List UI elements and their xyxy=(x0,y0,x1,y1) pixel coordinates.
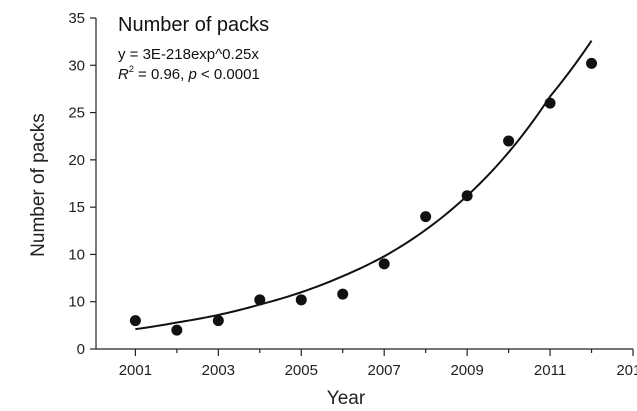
data-point xyxy=(295,294,307,306)
axes: 0 10 10 15 20 25 30 35 2001 2003 2005 2007 2009 2011 2… xyxy=(68,10,637,379)
p-symbol: p xyxy=(187,66,196,83)
fit-curve-layer xyxy=(135,40,593,331)
y-tick-label: 10 xyxy=(68,294,85,311)
data-point xyxy=(461,190,473,202)
x-tick-label: 2005 xyxy=(285,362,318,379)
y-tick-label: 30 xyxy=(68,57,85,74)
fit-equation: y = 3E-218exp^0.25x xyxy=(118,46,259,63)
data-point xyxy=(544,97,556,109)
data-point xyxy=(586,57,598,69)
y-tick-label: 15 xyxy=(68,199,85,216)
fit-statistics: R2 = 0.96, p < 0.0001 xyxy=(118,64,260,83)
data-point xyxy=(378,258,390,270)
x-tick-label: 2001 xyxy=(119,362,152,379)
fit-curve xyxy=(135,40,593,331)
y-axis-title: Number of packs xyxy=(28,113,49,257)
y-tick-label: 0 xyxy=(77,341,85,358)
data-points-layer xyxy=(129,57,598,336)
y-tick-label: 35 xyxy=(68,10,85,27)
r2-value: = 0.96, xyxy=(134,66,189,83)
data-point xyxy=(129,315,141,327)
x-tick-label: 2013 xyxy=(616,362,637,379)
r2-symbol: R xyxy=(118,66,129,83)
x-axis-title: Year xyxy=(327,388,366,409)
data-point xyxy=(171,324,183,336)
chart-title: Number of packs xyxy=(118,14,269,36)
data-point xyxy=(337,288,349,300)
x-tick-label: 2009 xyxy=(450,362,483,379)
p-value: < 0.0001 xyxy=(197,66,260,83)
x-tick-label: 2003 xyxy=(202,362,235,379)
y-tick-label: 10 xyxy=(68,246,85,263)
data-point xyxy=(420,211,432,223)
y-tick-label: 25 xyxy=(68,105,85,122)
y-tick-label: 20 xyxy=(68,152,85,169)
data-point xyxy=(254,294,266,306)
data-point xyxy=(212,315,224,327)
r2-superscript: 2 xyxy=(129,64,134,74)
data-point xyxy=(503,135,515,147)
x-tick-label: 2007 xyxy=(368,362,401,379)
x-tick-label: 2011 xyxy=(534,362,566,379)
